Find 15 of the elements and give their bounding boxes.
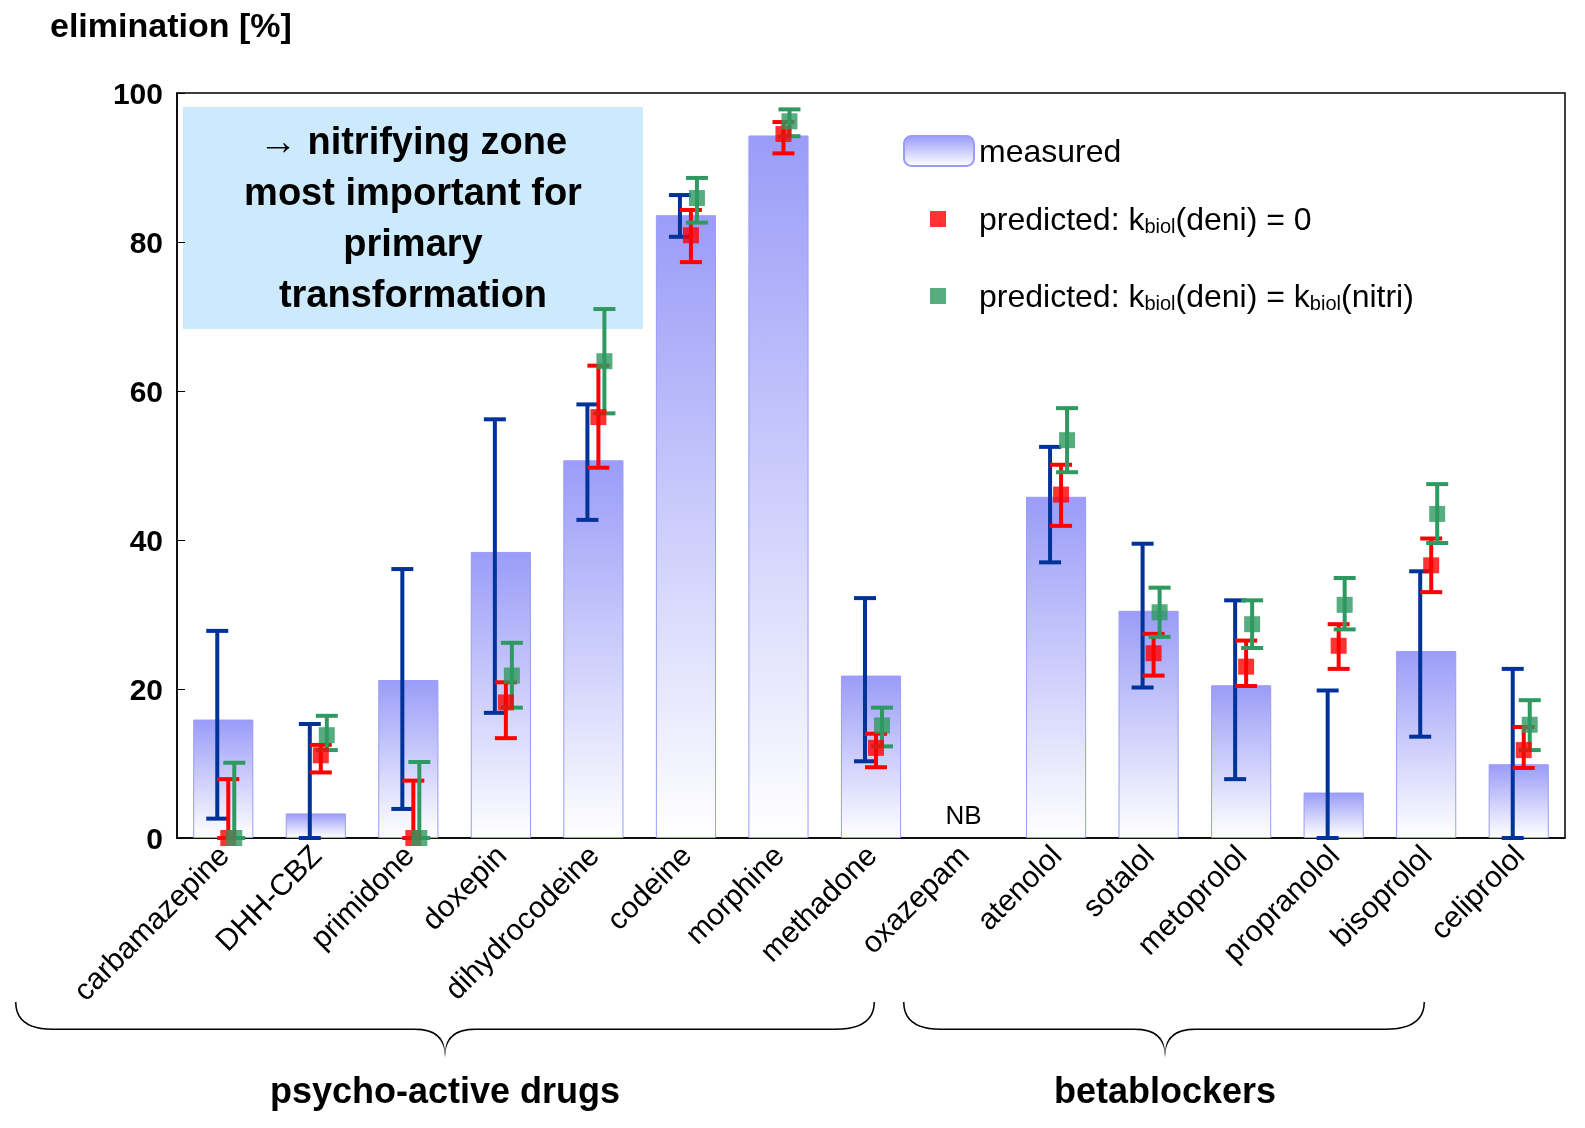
y-tick-label: 80 (129, 225, 163, 259)
text: psycho-active drugs (269, 1070, 621, 1112)
y-tick-label: 100 (112, 76, 163, 110)
legend-label: predicted: kbiol(deni) = 0 (979, 201, 1312, 237)
legend-label: predicted: kbiol(deni) = kbiol(nitri) (979, 278, 1414, 314)
y-axis-title: elimination [%] (50, 6, 292, 44)
note-box: → nitrifying zone most important for primary transformation (183, 107, 643, 329)
legend-label: measured (979, 133, 1122, 169)
y-tick-label: 60 (129, 374, 163, 408)
y-tick-label: 0 (146, 821, 163, 855)
annotation: NB (945, 800, 982, 830)
y-tick-label: 20 (129, 672, 163, 706)
annotation: → nitrifying zone most important for primary transformation (243, 119, 583, 317)
text: betablockers (1053, 1070, 1277, 1112)
y-tick-label: 40 (129, 523, 163, 557)
